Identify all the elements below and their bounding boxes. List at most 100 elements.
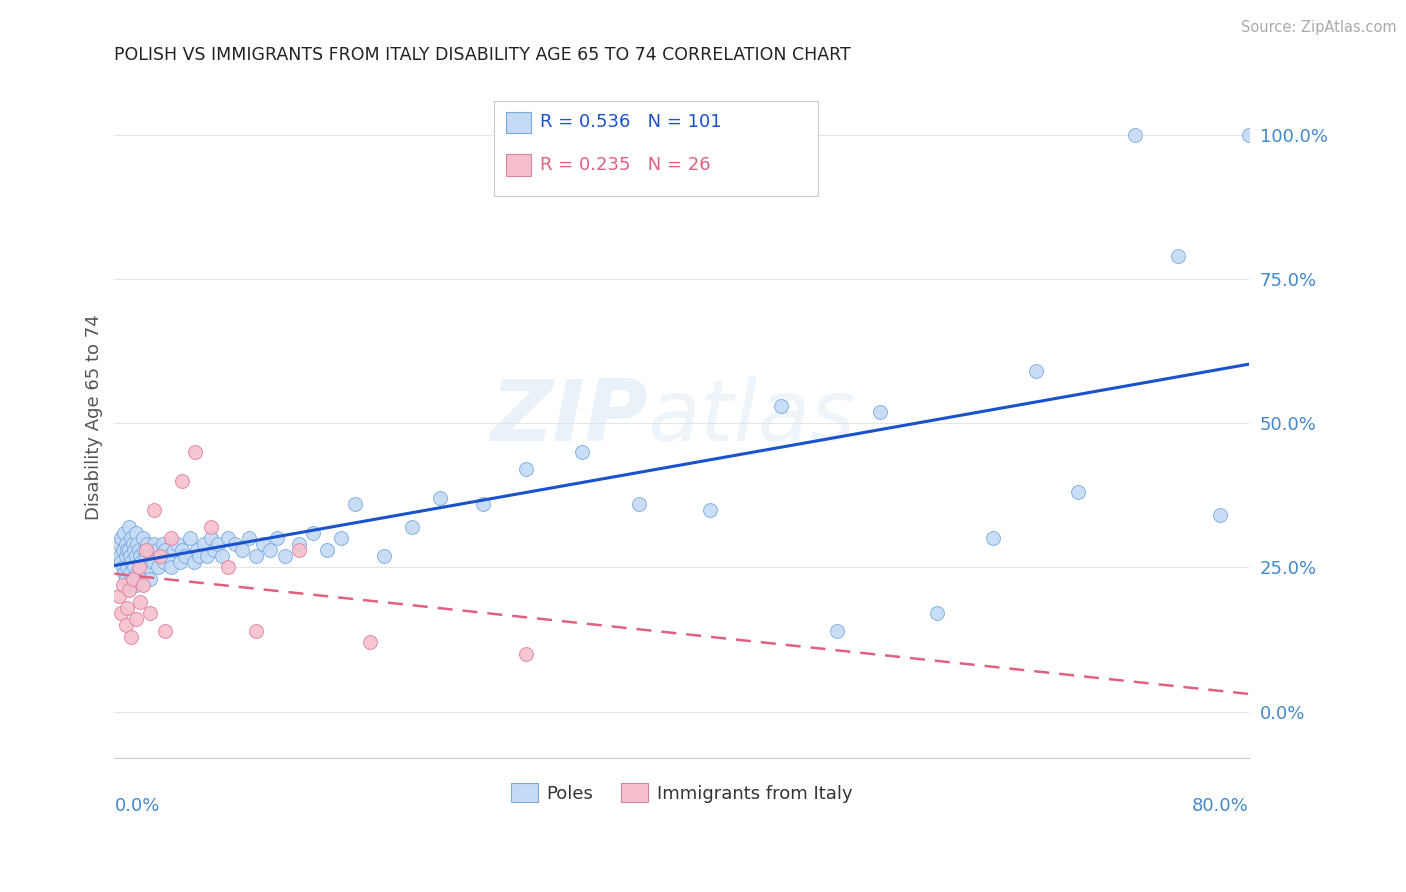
Point <box>515 462 537 476</box>
Point <box>139 543 162 558</box>
Point <box>120 554 142 568</box>
Point <box>373 549 395 563</box>
Point <box>149 549 172 563</box>
Point <box>571 445 593 459</box>
Point <box>122 560 145 574</box>
Point <box>207 537 229 551</box>
Point <box>124 577 146 591</box>
Point <box>148 560 170 574</box>
Point <box>302 525 325 540</box>
Point <box>143 502 166 516</box>
Point <box>155 543 177 558</box>
Point <box>111 560 134 574</box>
Point <box>1123 128 1146 142</box>
Point <box>155 624 177 638</box>
Point <box>252 537 274 551</box>
Point <box>231 543 253 558</box>
Point <box>118 549 141 563</box>
Point <box>132 566 155 580</box>
Point <box>184 445 207 459</box>
Point <box>160 560 183 574</box>
Point <box>211 549 233 563</box>
Point <box>287 543 309 558</box>
Point <box>107 537 129 551</box>
Point <box>128 572 150 586</box>
Point <box>112 566 135 580</box>
Point <box>136 537 159 551</box>
Text: POLISH VS IMMIGRANTS FROM ITALY DISABILITY AGE 65 TO 74 CORRELATION CHART: POLISH VS IMMIGRANTS FROM ITALY DISABILI… <box>114 46 851 64</box>
Point <box>117 543 139 558</box>
Text: atlas: atlas <box>648 376 855 458</box>
Point <box>117 520 139 534</box>
Point <box>172 474 194 488</box>
Point <box>472 497 495 511</box>
Point <box>129 595 152 609</box>
Point <box>107 589 129 603</box>
Point <box>115 543 138 558</box>
Point <box>152 537 174 551</box>
Point <box>143 537 166 551</box>
Point <box>138 560 160 574</box>
Point <box>132 577 155 591</box>
FancyBboxPatch shape <box>506 112 530 134</box>
Point <box>128 560 150 574</box>
Point <box>111 543 134 558</box>
Point <box>135 543 157 558</box>
Point <box>1025 364 1047 378</box>
Point <box>115 560 138 574</box>
Point <box>124 525 146 540</box>
Point <box>127 566 149 580</box>
Point <box>827 624 849 638</box>
Point <box>114 572 136 586</box>
Point <box>117 583 139 598</box>
Point <box>316 543 339 558</box>
Point <box>160 532 183 546</box>
Point <box>129 549 152 563</box>
Point <box>110 607 132 621</box>
Point <box>1209 508 1232 523</box>
Point <box>108 549 131 563</box>
Text: R = 0.536   N = 101: R = 0.536 N = 101 <box>540 113 721 131</box>
Point <box>132 532 155 546</box>
Point <box>169 554 191 568</box>
Point <box>183 554 205 568</box>
Point <box>115 600 138 615</box>
Point <box>121 537 143 551</box>
Point <box>200 532 222 546</box>
Point <box>259 543 281 558</box>
Point <box>141 549 163 563</box>
Point <box>139 572 162 586</box>
Point <box>114 537 136 551</box>
Point <box>111 577 134 591</box>
Point <box>172 543 194 558</box>
Point <box>118 566 141 580</box>
Point <box>1067 485 1090 500</box>
Point <box>146 543 169 558</box>
Point <box>245 624 267 638</box>
Point <box>188 549 211 563</box>
FancyBboxPatch shape <box>506 153 530 176</box>
Point <box>128 543 150 558</box>
Point <box>122 543 145 558</box>
Point <box>112 525 135 540</box>
Point <box>238 532 260 546</box>
Point <box>174 549 197 563</box>
Point <box>266 532 288 546</box>
Point <box>330 532 353 546</box>
Point <box>134 543 156 558</box>
Point <box>224 537 246 551</box>
Text: 80.0%: 80.0% <box>1192 797 1249 814</box>
Point <box>117 577 139 591</box>
Point <box>114 618 136 632</box>
Point <box>186 543 208 558</box>
Point <box>869 404 891 418</box>
Point <box>925 607 948 621</box>
Point <box>139 607 162 621</box>
Point <box>129 560 152 574</box>
Point <box>287 537 309 551</box>
Point <box>121 572 143 586</box>
Point <box>627 497 650 511</box>
Point <box>149 549 172 563</box>
Point <box>142 554 165 568</box>
Point <box>217 532 239 546</box>
